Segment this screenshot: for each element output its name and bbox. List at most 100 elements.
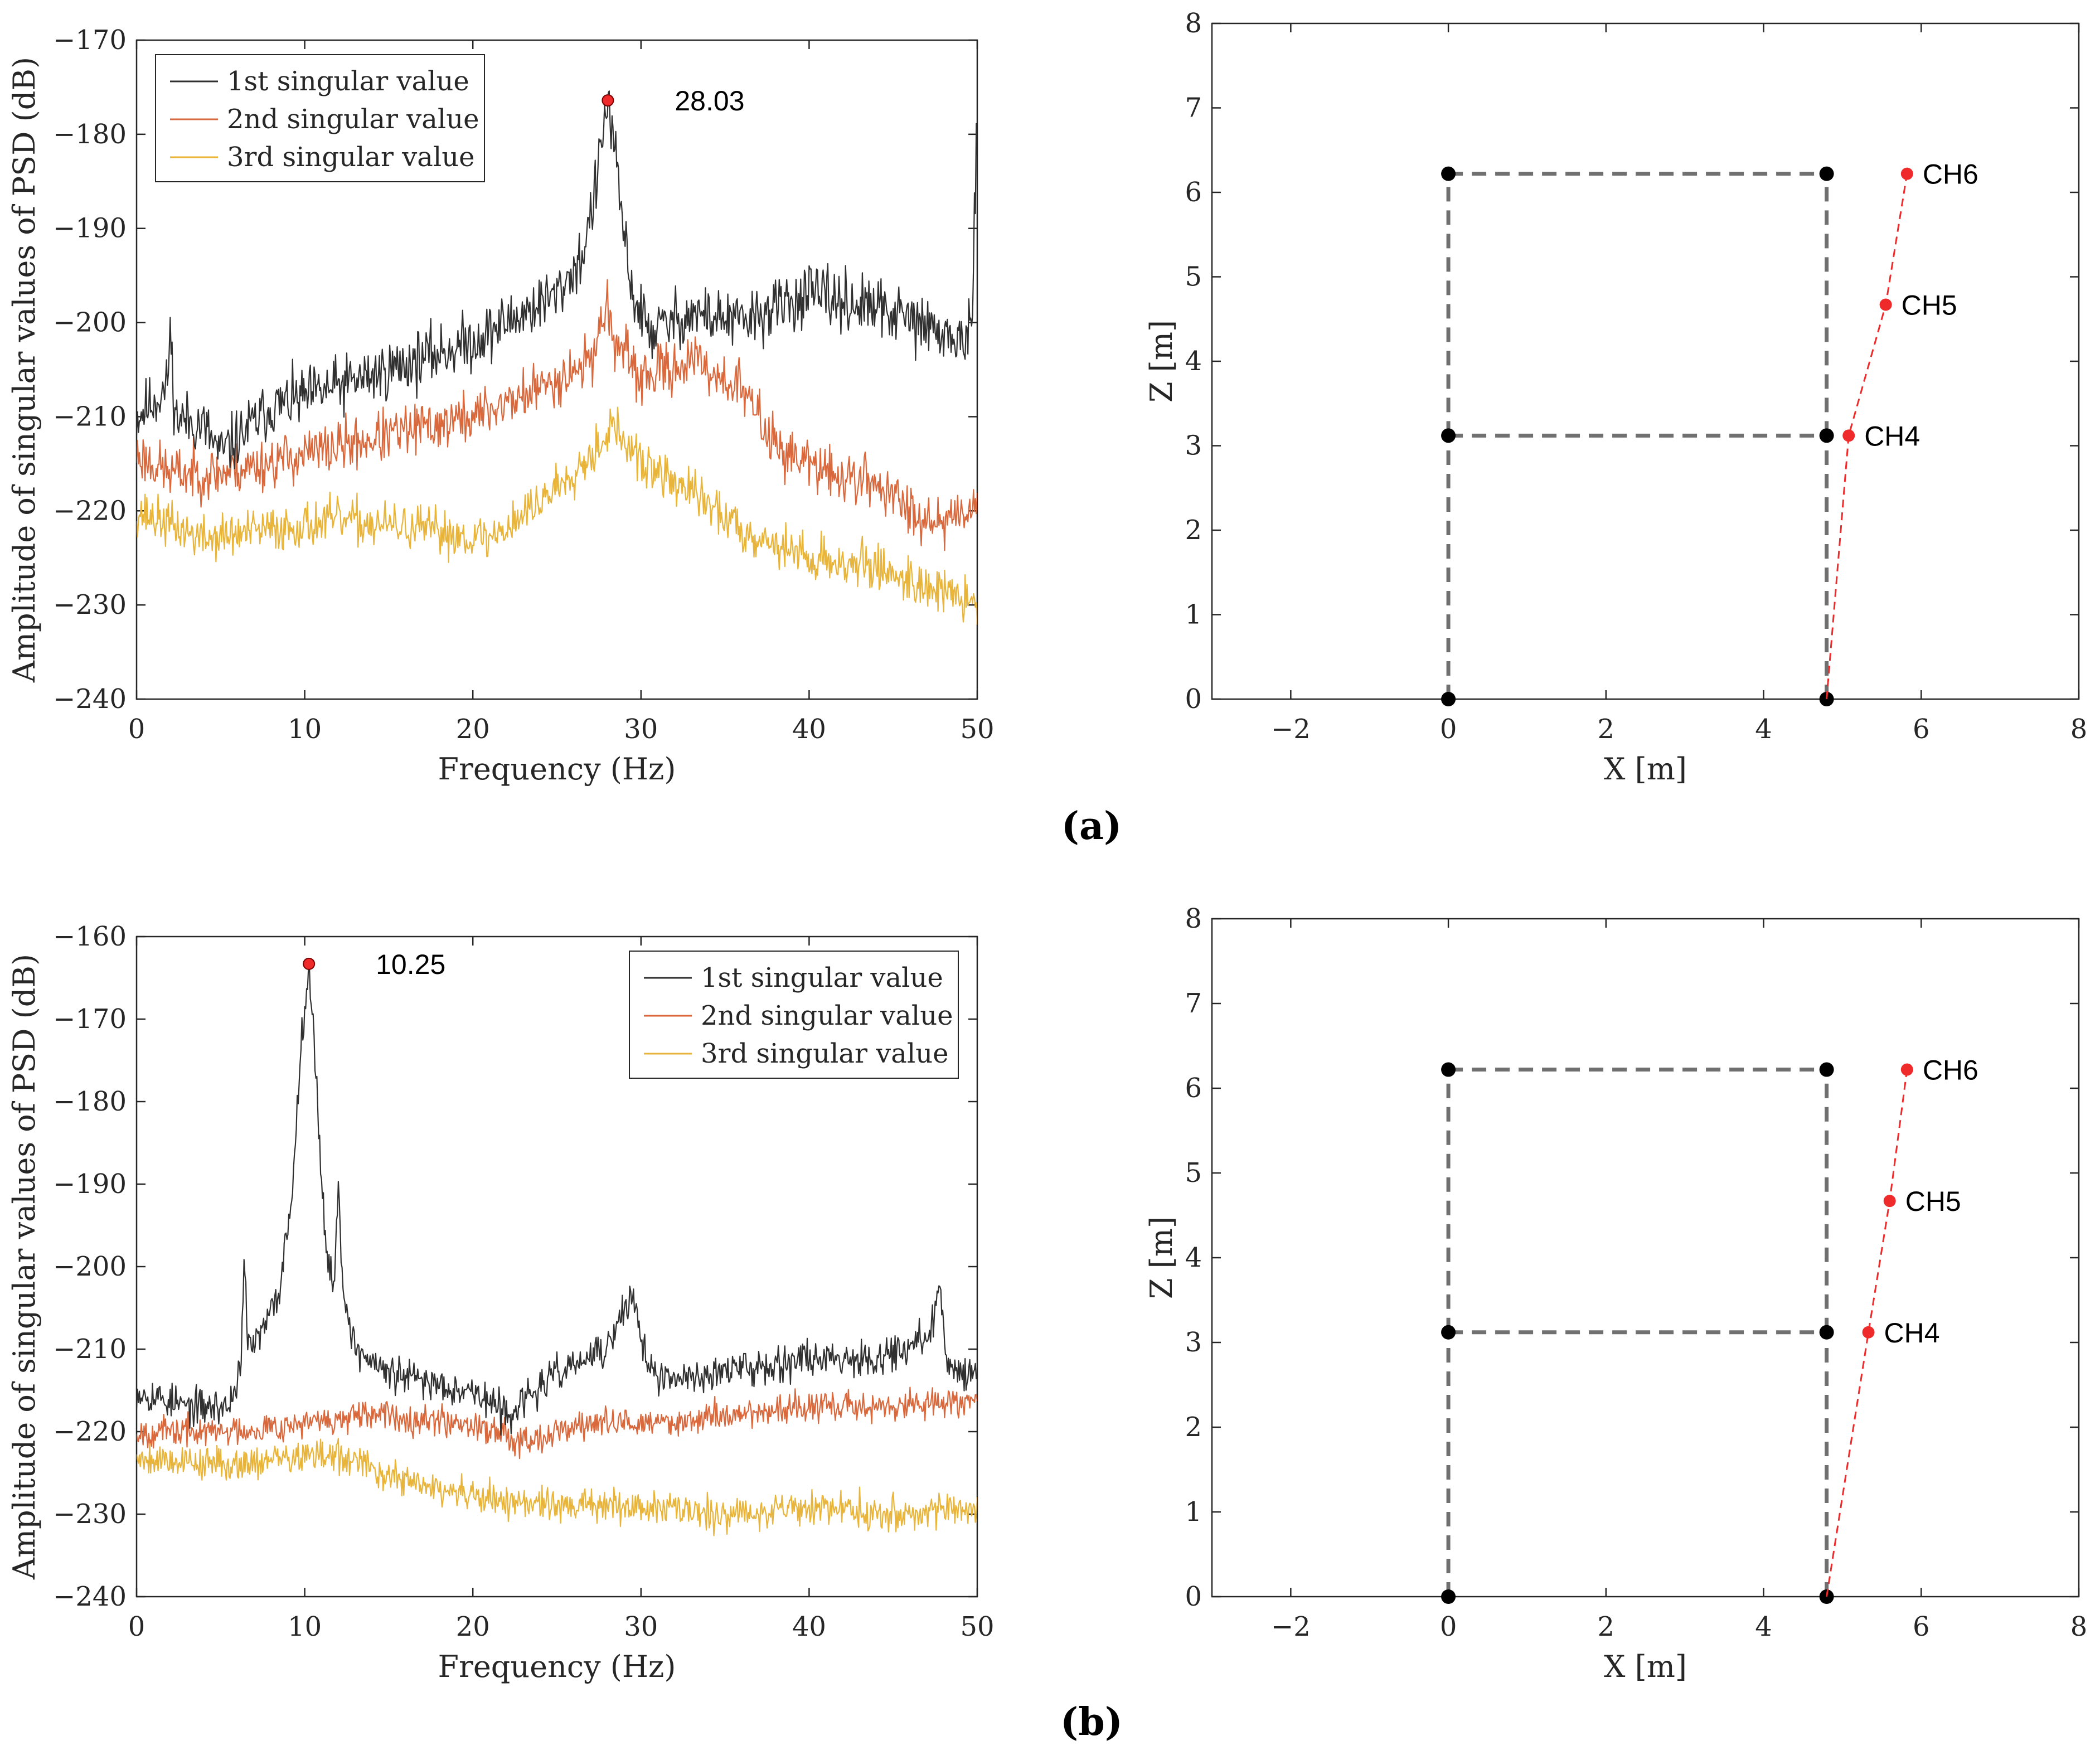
panel-b-peak-marker [303, 957, 316, 970]
panel-b-psd-x-tick-label: 30 [624, 1611, 658, 1642]
panel-b-psd-x-tick-label: 50 [960, 1611, 994, 1642]
panel-b-mode-y-tick-label: 3 [1185, 1327, 1202, 1358]
panel-a-frame-node-5 [1441, 166, 1456, 181]
panel-a-mode-x-axis-label: X [m] [1604, 752, 1687, 787]
panel-b-mode-x-tick-label: 6 [1913, 1611, 1930, 1642]
panel-b-mode-y-tick-label: 7 [1185, 988, 1202, 1019]
panel-b-mode-y-tick-label: 1 [1185, 1496, 1202, 1528]
panel-a-frame-node-4 [1819, 428, 1834, 443]
panel-b-mode-shape-line [1826, 1069, 1908, 1597]
panel-a-frame-node-1 [1441, 692, 1456, 706]
panel-b-mode-x-tick-label: 4 [1755, 1611, 1772, 1642]
panel-b-frame-node-3 [1441, 1325, 1456, 1340]
panel-a-psd-x-tick-label: 20 [456, 714, 490, 745]
panel-b-psd-y-tick-label: −200 [53, 1251, 127, 1282]
panel-a-psd-y-tick-label: −200 [53, 307, 127, 338]
panel-a-channel-marker-ch4 [1842, 429, 1855, 442]
panel-a-psd-plot-area [135, 39, 978, 700]
panel-b-mode-x-tick-label: 2 [1598, 1611, 1615, 1642]
panel-b-mode-y-tick-label: 6 [1185, 1073, 1202, 1104]
panel-b-mode-y-tick-label: 2 [1185, 1412, 1202, 1443]
panel-b-mode-x-tick-label: −2 [1271, 1611, 1311, 1642]
panel-b-psd-x-tick-label: 0 [128, 1611, 146, 1642]
panel-a-peak-label: 28.03 [675, 85, 744, 117]
panel-a-mode-x-tick-label: −2 [1271, 714, 1311, 745]
panel-a-legend-entry-1: 1st singular value [227, 66, 469, 97]
panel-b-legend: 1st singular value 2nd singular value 3rd … [629, 951, 959, 1079]
panel-a-mode-y-tick-label: 6 [1185, 177, 1202, 208]
panel-a-frame-node-6 [1819, 166, 1834, 181]
panel-b-psd-y-tick-label: −220 [53, 1416, 127, 1447]
panel-a-legend-entry-3: 3rd singular value [227, 142, 475, 173]
panel-a-channel-marker-ch5 [1879, 298, 1892, 311]
panel-b-series-line-2 [137, 1386, 977, 1460]
panel-b-channel-marker-ch4 [1862, 1326, 1875, 1339]
panel-a-channel-label-ch4: CH4 [1864, 420, 1920, 452]
panel-a-mode-x-tick-label: 2 [1598, 714, 1615, 745]
panel-a-channel-label-ch5: CH5 [1902, 289, 1957, 321]
panel-a-mode-y-tick-label: 7 [1185, 93, 1202, 124]
panel-b-channel-label-ch4: CH4 [1884, 1317, 1940, 1349]
panel-a-psd-y-tick-label: −180 [53, 119, 127, 150]
panel-a-mode-x-tick-label: 4 [1755, 714, 1772, 745]
panel-b-frame-node-1 [1441, 1589, 1456, 1604]
panel-a-mode-y-tick-label: 8 [1185, 8, 1202, 39]
panel-a-legend-box [155, 54, 485, 182]
panel-b-channel-marker-ch6 [1900, 1063, 1913, 1076]
panel-a-legend: 1st singular value 2nd singular value 3rd … [155, 54, 485, 182]
panel-b-psd-y-tick-label: −170 [53, 1003, 127, 1035]
panel-b-series-line-1 [137, 964, 977, 1436]
panel-b-channel-label-ch5: CH5 [1905, 1186, 1961, 1217]
panel-a-psd-x-axis-label: Frequency (Hz) [438, 752, 676, 787]
panel-a-mode-chart: −2 0 2 4 6 8 0 1 2 3 4 5 6 7 8 CH4 CH5 CH6 X [m] Z [m] [1144, 8, 2087, 787]
panel-a-frame-node-3 [1441, 428, 1456, 443]
panel-a-psd-y-tick-label: −220 [53, 495, 127, 526]
panel-a-psd-x-tick-label: 0 [128, 714, 146, 745]
panel-b-psd-x-axis-label: Frequency (Hz) [438, 1649, 676, 1684]
panel-a-mode-y-tick-label: 3 [1185, 430, 1202, 462]
panel-b-legend-entry-1: 1st singular value [701, 962, 943, 993]
panel-a-psd-x-tick-label: 10 [288, 714, 322, 745]
panel-b-label: (b) [1060, 1700, 1123, 1744]
panel-b-mode-chart: −2 0 2 4 6 8 0 1 2 3 4 5 6 7 8 CH4 CH5 CH6 X [m] Z [m] [1144, 903, 2087, 1684]
panel-a-psd-y-tick-label: −170 [53, 25, 127, 56]
panel-a-mode-x-tick-label: 8 [2070, 714, 2088, 745]
panel-a-psd-y-tick-label: −230 [53, 589, 127, 620]
panel-b-legend-entry-3: 3rd singular value [701, 1038, 949, 1069]
panel-a-mode-plot-area [1211, 22, 2080, 700]
panel-a-legend-entry-2: 2nd singular value [227, 104, 479, 135]
panel-b-mode-y-axis-label: Z [m] [1144, 1216, 1179, 1299]
panel-b-psd-y-tick-label: −180 [53, 1086, 127, 1117]
panel-b-frame-node-4 [1819, 1325, 1834, 1340]
panel-b-channel-label-ch6: CH6 [1923, 1055, 1978, 1086]
panel-b-psd-y-tick-label: −160 [53, 921, 127, 952]
panel-a-mode-y-tick-label: 1 [1185, 599, 1202, 631]
panel-b-channel-marker-ch5 [1883, 1195, 1896, 1208]
panel-b-psd-chart: 0 10 20 30 40 50 −240 −230 −220 −210 −200 −190 −180 −… [7, 921, 995, 1684]
panel-a-psd-y-tick-label: −210 [53, 401, 127, 432]
panel-a-psd-y-tick-label: −240 [53, 683, 127, 715]
panel-a-mode-y-axis-label: Z [m] [1144, 320, 1179, 403]
panel-a-psd-lines [137, 90, 977, 625]
panel-b-mode-y-tick-label: 5 [1185, 1157, 1202, 1189]
panel-a-mode-x-tick-label: 0 [1440, 714, 1457, 745]
panel-b-peak-label: 10.25 [376, 949, 445, 980]
panel-b-psd-y-axis-label: Amplitude of singular values of PSD (dB) [7, 954, 42, 1580]
panel-a-channel-label-ch6: CH6 [1923, 159, 1978, 190]
panel-b-legend-box [629, 951, 959, 1079]
panel-a-label: (a) [1061, 804, 1122, 849]
panel-a-psd-y-tick-label: −190 [53, 213, 127, 244]
panel-a-psd-x-tick-label: 30 [624, 714, 658, 745]
panel-b-psd-y-tick-label: −210 [53, 1334, 127, 1365]
panel-b-mode-y-tick-label: 0 [1185, 1581, 1202, 1612]
panel-b-psd-y-tick-label: −190 [53, 1169, 127, 1200]
panel-a-series-line-2 [137, 279, 977, 551]
panel-a-psd-chart: 0 10 20 30 40 50 −240 −230 −220 −210 −200 −190 −180 −… [7, 25, 995, 787]
panel-a-mode-y-tick-label: 2 [1185, 515, 1202, 546]
panel-b-series-line-3 [137, 1438, 977, 1536]
panel-a-channel-marker-ch6 [1900, 167, 1913, 180]
panel-a-series-line-1 [137, 90, 977, 469]
panel-a-mode-y-tick-label: 5 [1185, 261, 1202, 293]
panel-b-psd-y-tick-label: −240 [53, 1581, 127, 1612]
